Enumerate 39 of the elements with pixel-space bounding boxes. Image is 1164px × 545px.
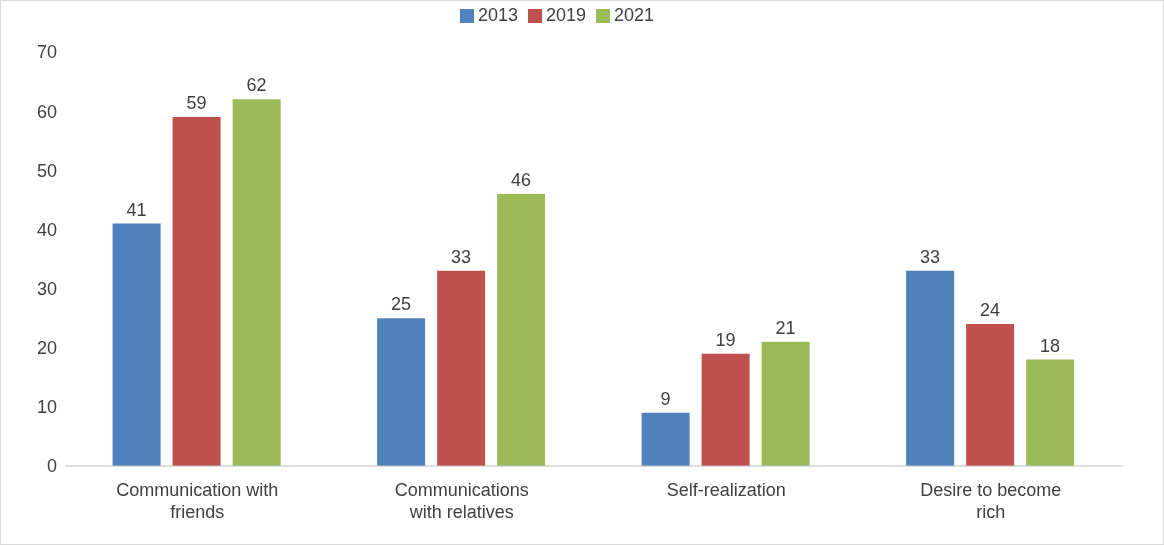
y-tick-label: 60 [36, 101, 57, 122]
legend-label: 2013 [477, 5, 518, 25]
bar [966, 324, 1015, 466]
bar [1026, 359, 1075, 466]
bar [497, 193, 546, 466]
y-tick-label: 40 [36, 219, 57, 240]
y-tick-label: 10 [36, 397, 57, 418]
bar [641, 412, 690, 466]
data-label: 59 [186, 93, 207, 114]
x-tick-label: Communications with relatives [394, 480, 529, 522]
data-label: 9 [660, 388, 671, 409]
bar [172, 117, 221, 466]
x-tick-label: Desire to become rich [920, 480, 1062, 522]
data-label: 18 [1040, 335, 1061, 356]
data-label: 33 [920, 246, 941, 267]
bar [112, 223, 161, 466]
bar [377, 318, 426, 466]
data-label: 21 [775, 317, 796, 338]
data-label: 62 [246, 75, 267, 96]
bar [906, 270, 955, 466]
data-label: 24 [980, 300, 1001, 321]
bar [701, 353, 750, 466]
legend-label: 2019 [545, 5, 587, 25]
bar [761, 341, 810, 466]
data-label: 19 [715, 329, 736, 350]
data-label: 25 [391, 294, 412, 315]
data-label: 41 [126, 199, 147, 220]
y-tick-label: 20 [36, 338, 57, 359]
bar [232, 99, 281, 466]
bar [437, 270, 486, 466]
y-tick-label: 0 [46, 456, 57, 477]
legend-label: 2021 [614, 5, 655, 25]
x-tick-label: Communication with friends [116, 480, 279, 522]
y-tick-label: 70 [36, 42, 57, 63]
x-tick-label: Self-realization [666, 480, 786, 501]
data-label: 46 [511, 169, 532, 190]
data-label: 33 [451, 246, 472, 267]
y-tick-label: 30 [36, 278, 57, 299]
y-tick-label: 50 [36, 160, 57, 181]
